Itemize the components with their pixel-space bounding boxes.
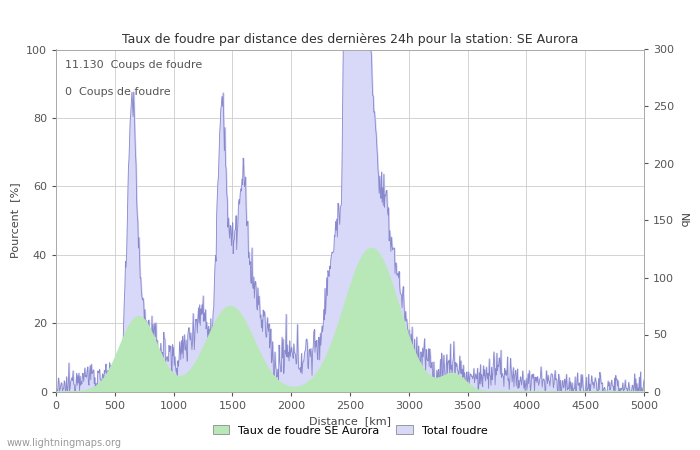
Legend: Taux de foudre SE Aurora, Total foudre: Taux de foudre SE Aurora, Total foudre: [208, 421, 492, 440]
X-axis label: Distance  [km]: Distance [km]: [309, 416, 391, 426]
Text: 0  Coups de foudre: 0 Coups de foudre: [65, 87, 170, 97]
Text: www.lightningmaps.org: www.lightningmaps.org: [7, 438, 122, 448]
Y-axis label: Nb: Nb: [678, 213, 688, 228]
Text: 11.130  Coups de foudre: 11.130 Coups de foudre: [65, 60, 202, 70]
Title: Taux de foudre par distance des dernières 24h pour la station: SE Aurora: Taux de foudre par distance des dernière…: [122, 32, 578, 45]
Y-axis label: Pourcent  [%]: Pourcent [%]: [10, 183, 20, 258]
